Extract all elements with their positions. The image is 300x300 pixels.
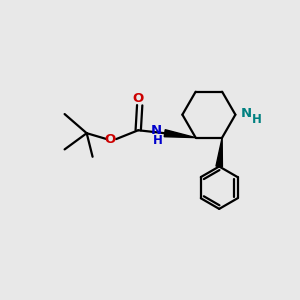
Text: H: H bbox=[252, 112, 262, 126]
Polygon shape bbox=[216, 138, 222, 167]
Text: H: H bbox=[152, 134, 162, 147]
Text: O: O bbox=[104, 133, 115, 146]
Text: N: N bbox=[151, 124, 162, 137]
Polygon shape bbox=[164, 130, 196, 138]
Text: O: O bbox=[133, 92, 144, 105]
Text: N: N bbox=[241, 107, 252, 120]
